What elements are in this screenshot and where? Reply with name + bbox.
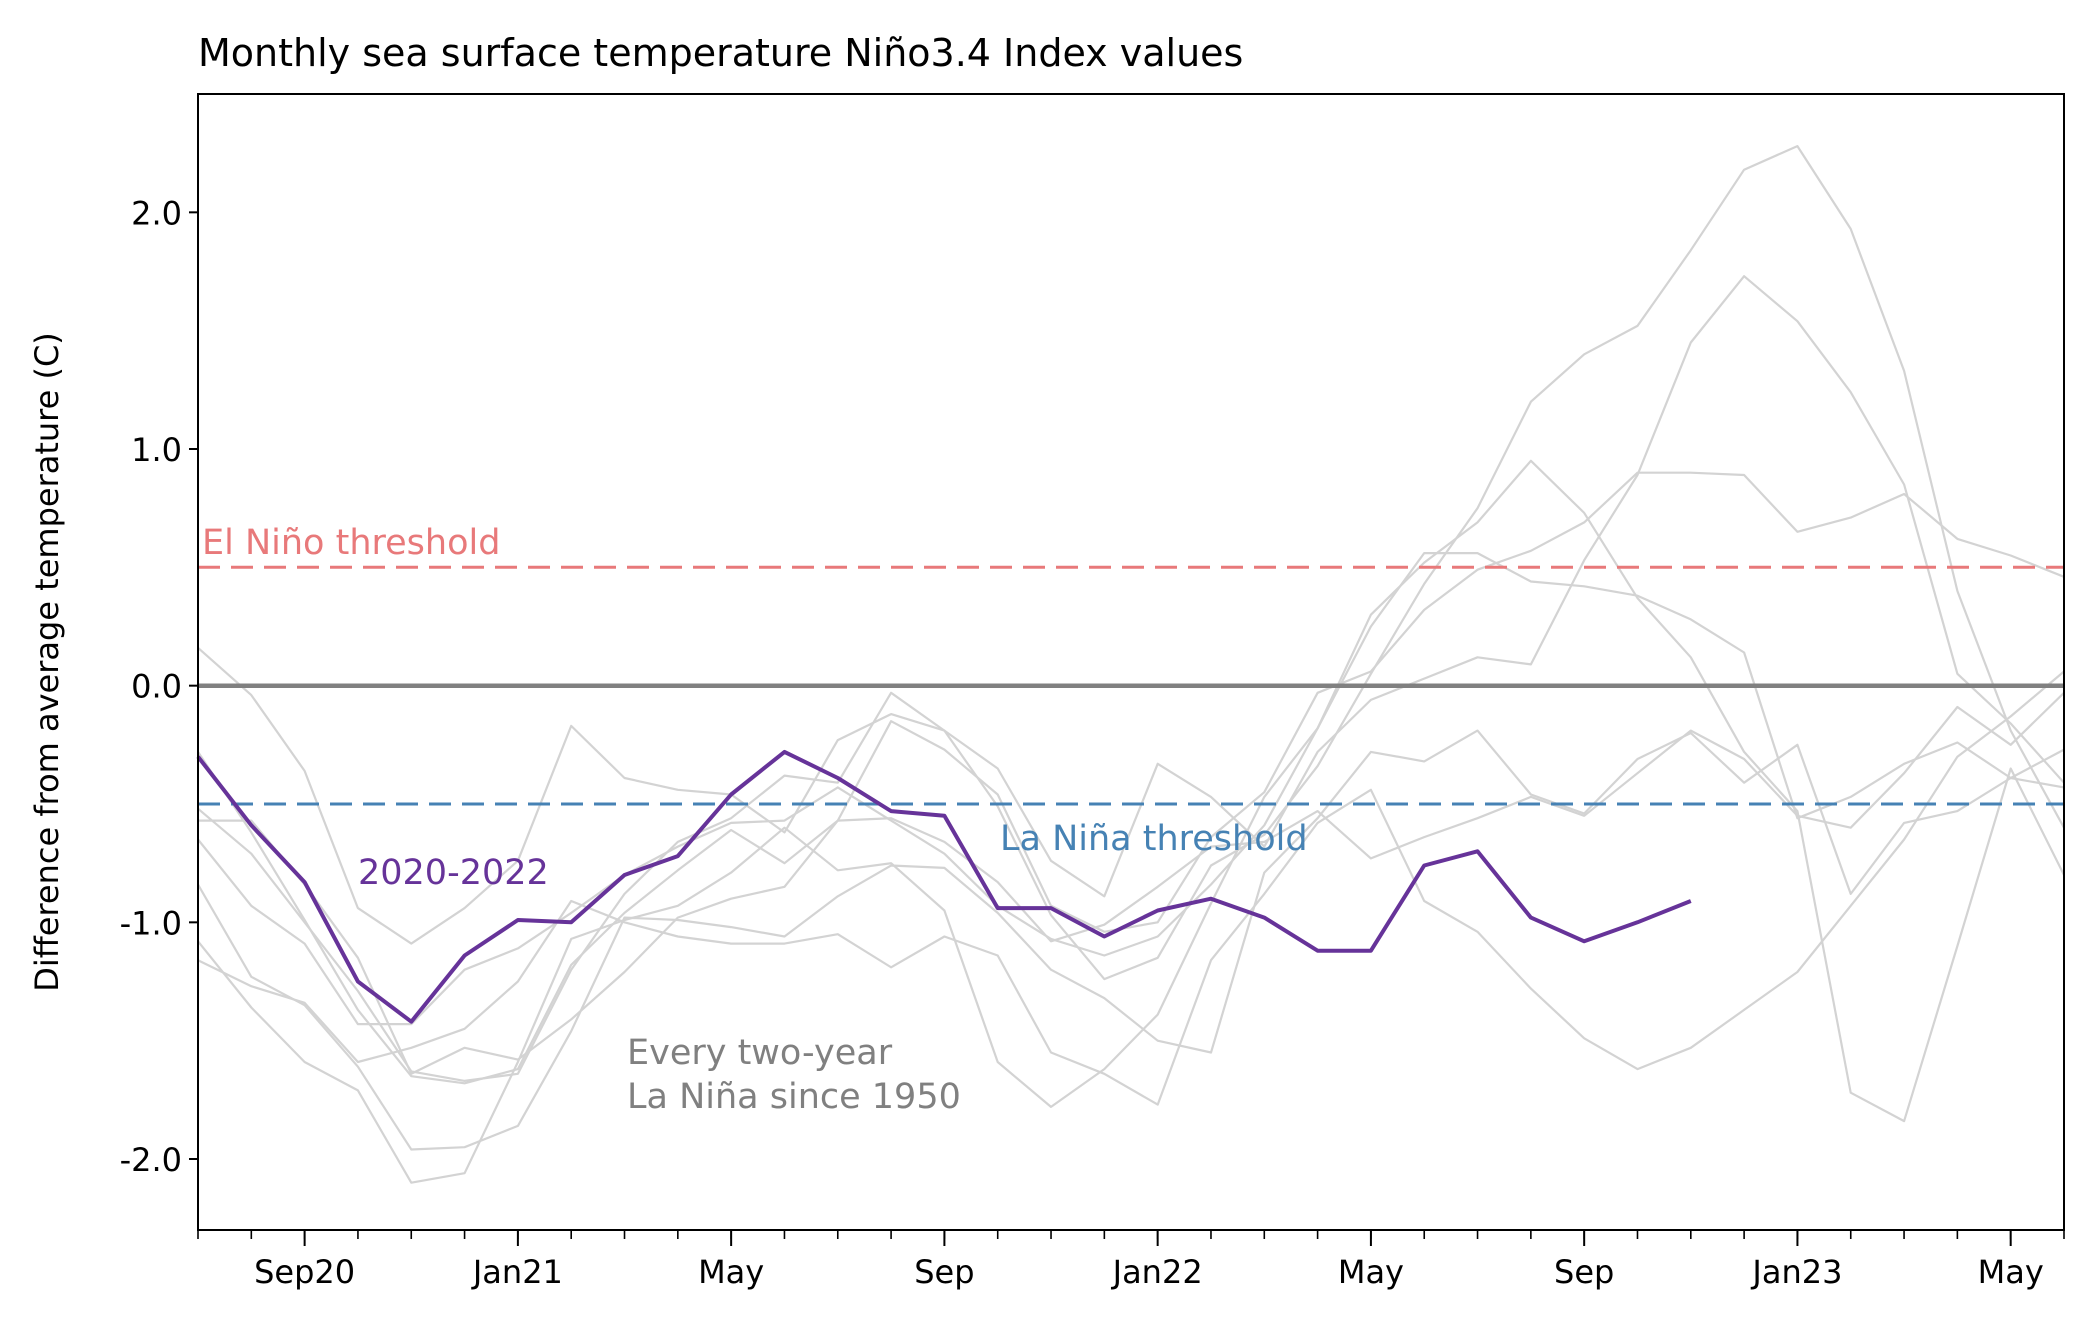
chart-title: Monthly sea surface temperature Niño3.4 … — [198, 31, 1243, 75]
background-series-line-1 — [197, 275, 2065, 945]
highlight-series-line — [196, 749, 1692, 1024]
x-tick-label: May — [1338, 1253, 1404, 1291]
background-series-group — [197, 145, 2065, 1184]
x-tick-label: May — [698, 1253, 764, 1291]
y-tick-label: -2.0 — [120, 1141, 182, 1179]
x-tick-label: Sep20 — [254, 1253, 355, 1291]
background-series-line-8 — [197, 670, 2065, 1106]
background-series-line-6 — [197, 729, 2065, 1151]
y-tick-label: -1.0 — [120, 904, 182, 942]
x-tick-label: Jan23 — [1750, 1253, 1842, 1291]
x-tick-label: Sep — [914, 1253, 974, 1291]
highlight-series-label: 2020-2022 — [358, 853, 549, 893]
y-axis-label: Difference from average temperature (C) — [28, 332, 66, 992]
y-tick-label: 2.0 — [131, 194, 182, 232]
background-series-line-5 — [197, 551, 2065, 1026]
x-tick-label: Sep — [1554, 1253, 1614, 1291]
highlight-series-group — [196, 749, 1692, 1024]
background-series-line-2 — [197, 471, 2065, 1085]
x-tick-label: Jan21 — [471, 1253, 563, 1291]
reference-lines-group — [198, 565, 2064, 806]
background-series-label-line: Every two-year — [627, 1033, 893, 1073]
background-series-line-3 — [197, 145, 2065, 1083]
la-nina-threshold-label: La Niña threshold — [1000, 819, 1308, 859]
x-axis: Sep20 Jan21 May Sep Jan22 May Sep Jan23 May — [197, 1230, 2065, 1291]
y-tick-label: 0.0 — [131, 668, 182, 706]
background-series-label: Every two-year La Niña since 1950 — [627, 1033, 961, 1117]
background-series-line-7 — [197, 459, 2065, 1184]
el-nino-threshold-label: El Niño threshold — [202, 523, 500, 563]
plot-area-frame — [197, 93, 2065, 1231]
y-tick-label: 1.0 — [131, 431, 182, 469]
y-axis: 2.0 1.0 0.0 -1.0 -2.0 — [120, 194, 198, 1179]
x-tick-label: May — [1978, 1253, 2044, 1291]
background-series-label-line: La Niña since 1950 — [627, 1077, 961, 1117]
x-tick-label: Jan22 — [1111, 1253, 1203, 1291]
background-series-line-4 — [198, 692, 2065, 1075]
